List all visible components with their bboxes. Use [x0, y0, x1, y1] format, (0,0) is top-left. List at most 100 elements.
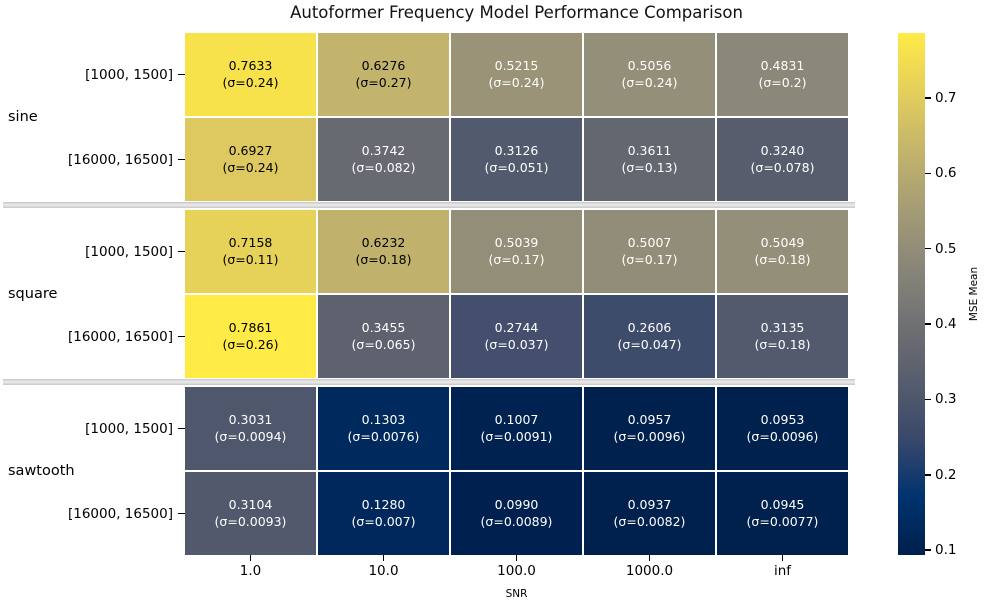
x-tick-label: 10.0 [368, 563, 399, 579]
x-tick-mark [515, 555, 518, 561]
cell-sigma-value: (σ=0.0091) [480, 428, 553, 444]
y-tick-label: [1000, 1500] [0, 210, 185, 293]
colorbar: 0.7 0.6 0.5 0.4 0.3 0.2 0.1 MSE Mean [898, 33, 996, 559]
x-tick: 10.0 [318, 555, 449, 579]
heatmap-cell: 0.3135 (σ=0.18) [717, 295, 848, 378]
cell-mse-value: 0.5215 [494, 58, 539, 74]
heatmap-cell: 0.7633 (σ=0.24) [185, 33, 316, 116]
colorbar-tick-mark [925, 97, 931, 99]
y-tick-label: [1000, 1500] [0, 387, 185, 470]
cell-sigma-value: (σ=0.065) [351, 336, 416, 352]
cell-sigma-value: (σ=0.26) [222, 336, 279, 352]
colorbar-tick-mark [925, 172, 931, 175]
cell-mse-value: 0.3611 [627, 143, 672, 159]
cell-sigma-value: (σ=0.2) [758, 74, 807, 90]
cell-mse-value: 0.6276 [361, 58, 406, 74]
cell-mse-value: 0.0990 [494, 497, 539, 513]
cell-mse-value: 0.3135 [760, 320, 805, 336]
cell-sigma-value: (σ=0.0093) [214, 513, 287, 529]
cell-mse-value: 0.3240 [760, 143, 805, 159]
colorbar-tick-mark [925, 247, 931, 250]
cell-sigma-value: (σ=0.0094) [214, 428, 287, 444]
group-label-square: square [8, 286, 58, 302]
x-tick-mark [781, 555, 784, 561]
cell-sigma-value: (σ=0.11) [222, 251, 279, 267]
cell-mse-value: 0.2744 [494, 320, 539, 336]
colorbar-tick-mark [925, 549, 931, 552]
cell-mse-value: 0.5007 [627, 235, 672, 251]
heatmap-cell: 0.1280 (σ=0.007) [318, 472, 449, 555]
cell-mse-value: 0.5056 [627, 58, 672, 74]
heatmap: 0.7633 (σ=0.24) 0.6276 (σ=0.27) 0.5215 (σ=0.2… [185, 33, 848, 555]
x-tick-label: 1000.0 [625, 563, 674, 579]
x-axis-title: SNR [505, 588, 528, 600]
heatmap-cell: 0.4831 (σ=0.2) [717, 33, 848, 116]
y-tick-label: [1000, 1500] [0, 33, 185, 116]
cell-sigma-value: (σ=0.051) [484, 159, 549, 175]
y-tick-label: [16000, 16500] [0, 118, 185, 201]
y-axis-labels: [1000, 1500] [16000, 16500] [1000, 1500]… [0, 33, 185, 555]
heatmap-cell: 0.6276 (σ=0.27) [318, 33, 449, 116]
heatmap-cell: 0.2606 (σ=0.047) [584, 295, 715, 378]
heatmap-cell: 0.5056 (σ=0.24) [584, 33, 715, 116]
cell-mse-value: 0.1280 [361, 497, 406, 513]
cell-mse-value: 0.7158 [228, 235, 273, 251]
x-tick: inf [717, 555, 848, 579]
colorbar-tick-label: 0.5 [935, 240, 957, 257]
cell-mse-value: 0.3455 [361, 320, 406, 336]
cell-mse-value: 0.0953 [760, 412, 805, 428]
colorbar-tick-mark [925, 323, 931, 325]
cell-sigma-value: (σ=0.17) [621, 251, 678, 267]
colorbar-tick-label: 0.2 [935, 466, 957, 483]
heatmap-cell: 0.3742 (σ=0.082) [318, 118, 449, 201]
cell-mse-value: 0.1007 [494, 412, 539, 428]
cell-sigma-value: (σ=0.0077) [746, 513, 819, 529]
colorbar-gradient [898, 33, 925, 555]
colorbar-tick-label: 0.4 [935, 316, 957, 333]
heatmap-cell: 0.0945 (σ=0.0077) [717, 472, 848, 555]
heatmap-cell: 0.3104 (σ=0.0093) [185, 472, 316, 555]
heatmap-cell: 0.6927 (σ=0.24) [185, 118, 316, 201]
heatmap-cell: 0.7861 (σ=0.26) [185, 295, 316, 378]
colorbar-tick-mark [925, 398, 931, 401]
cell-sigma-value: (σ=0.0096) [746, 428, 819, 444]
cell-mse-value: 0.0957 [627, 412, 672, 428]
cell-sigma-value: (σ=0.24) [621, 74, 678, 90]
cell-mse-value: 0.6927 [228, 143, 273, 159]
cell-sigma-value: (σ=0.18) [754, 336, 811, 352]
colorbar-tick-mark [925, 474, 931, 476]
cell-sigma-value: (σ=0.0089) [480, 513, 553, 529]
cell-mse-value: 0.5039 [494, 235, 539, 251]
cell-mse-value: 0.3104 [228, 497, 273, 513]
x-axis: 1.0 10.0 100.0 1000.0 inf [185, 555, 848, 579]
colorbar-tick-label: 0.7 [935, 89, 957, 106]
x-tick: 100.0 [451, 555, 582, 579]
x-tick-mark [648, 555, 651, 561]
cell-sigma-value: (σ=0.13) [621, 159, 678, 175]
heatmap-cell: 0.3031 (σ=0.0094) [185, 387, 316, 470]
group-separator [3, 202, 855, 208]
cell-sigma-value: (σ=0.18) [754, 251, 811, 267]
cell-mse-value: 0.3126 [494, 143, 539, 159]
colorbar-label: MSE Mean [968, 266, 980, 322]
cell-mse-value: 0.7633 [228, 58, 273, 74]
cell-sigma-value: (σ=0.27) [355, 74, 412, 90]
x-tick-label: 1.0 [239, 563, 262, 579]
cell-sigma-value: (σ=0.007) [351, 513, 416, 529]
heatmap-cell: 0.7158 (σ=0.11) [185, 210, 316, 293]
heatmap-cell: 0.3240 (σ=0.078) [717, 118, 848, 201]
chart-title: Autoformer Frequency Model Performance C… [290, 3, 743, 22]
cell-sigma-value: (σ=0.078) [750, 159, 815, 175]
heatmap-cell: 0.2744 (σ=0.037) [451, 295, 582, 378]
cell-sigma-value: (σ=0.17) [488, 251, 545, 267]
heatmap-cell: 0.1007 (σ=0.0091) [451, 387, 582, 470]
heatmap-cell: 0.0953 (σ=0.0096) [717, 387, 848, 470]
cell-mse-value: 0.0945 [760, 497, 805, 513]
cell-sigma-value: (σ=0.047) [617, 336, 682, 352]
colorbar-tick-label: 0.1 [935, 542, 957, 559]
cell-mse-value: 0.4831 [760, 58, 805, 74]
cell-sigma-value: (σ=0.24) [222, 74, 279, 90]
cell-mse-value: 0.1303 [361, 412, 406, 428]
x-tick: 1000.0 [584, 555, 715, 579]
heatmap-cell: 0.0957 (σ=0.0096) [584, 387, 715, 470]
